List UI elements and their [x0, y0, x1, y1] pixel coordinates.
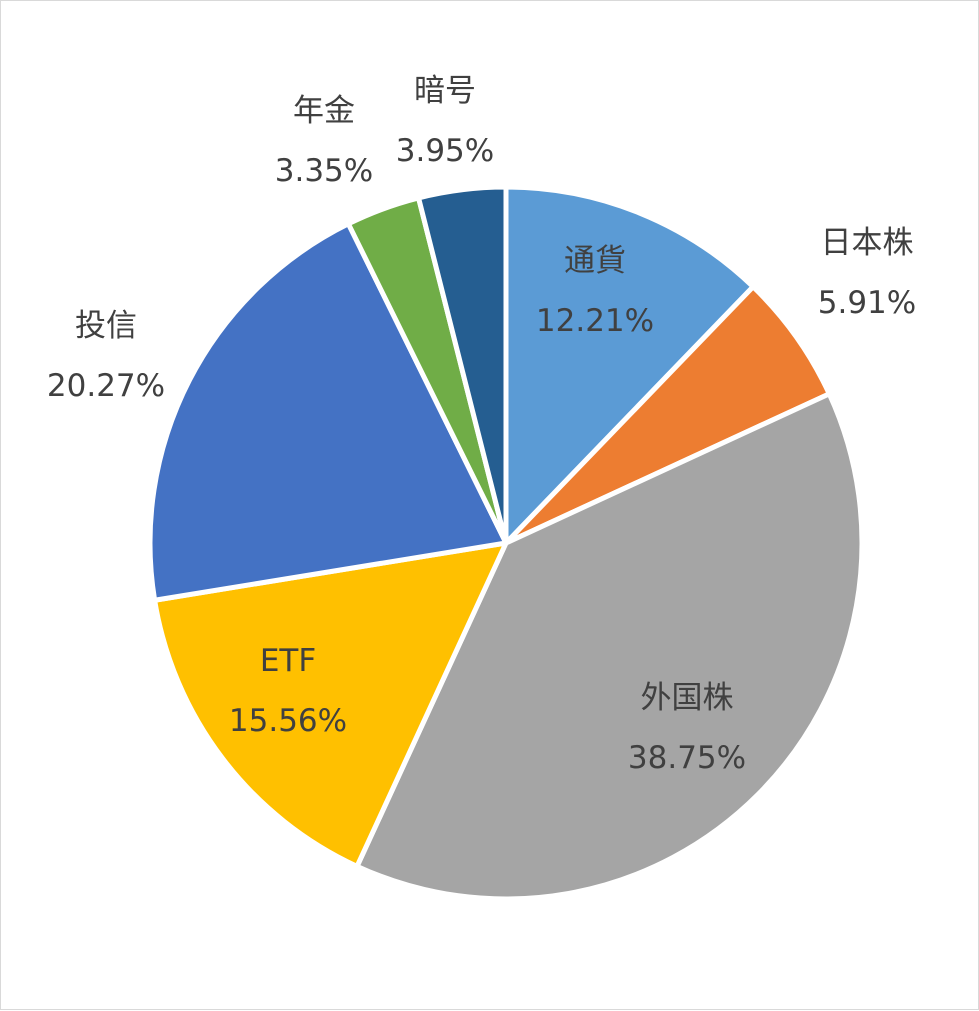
- pie-slice-5: [147, 221, 509, 603]
- pie-slice-4: [152, 540, 509, 869]
- slice-category-label: 日本株: [821, 225, 914, 261]
- slice-category-label: 年金: [293, 93, 355, 129]
- pie-slice-2: [503, 284, 832, 546]
- slice-percent-label: 15.56%: [229, 703, 347, 739]
- slice-category-label: 外国株: [641, 680, 734, 716]
- pie-slice-3: [354, 391, 865, 902]
- slice-percent-label: 5.91%: [818, 285, 916, 321]
- slice-percent-label: 3.95%: [396, 133, 494, 169]
- slice-percent-label: 3.35%: [275, 153, 373, 189]
- slice-category-label: ETF: [260, 643, 316, 679]
- slice-percent-label: 38.75%: [628, 740, 746, 776]
- slice-category-label: 通貨: [564, 243, 626, 279]
- pie-slices: [147, 184, 865, 902]
- slice-percent-label: 20.27%: [47, 368, 165, 404]
- data-labels: 通貨 12.21% 日本株 5.91% 外国株 38.75% ETF 15.56% 投信 20.2…: [47, 73, 916, 776]
- pie-slice-7: [416, 184, 509, 546]
- pie-slice-1: [503, 184, 756, 546]
- slice-category-label: 暗号: [414, 73, 476, 109]
- slice-percent-label: 12.21%: [536, 303, 654, 339]
- slice-category-label: 投信: [75, 308, 137, 344]
